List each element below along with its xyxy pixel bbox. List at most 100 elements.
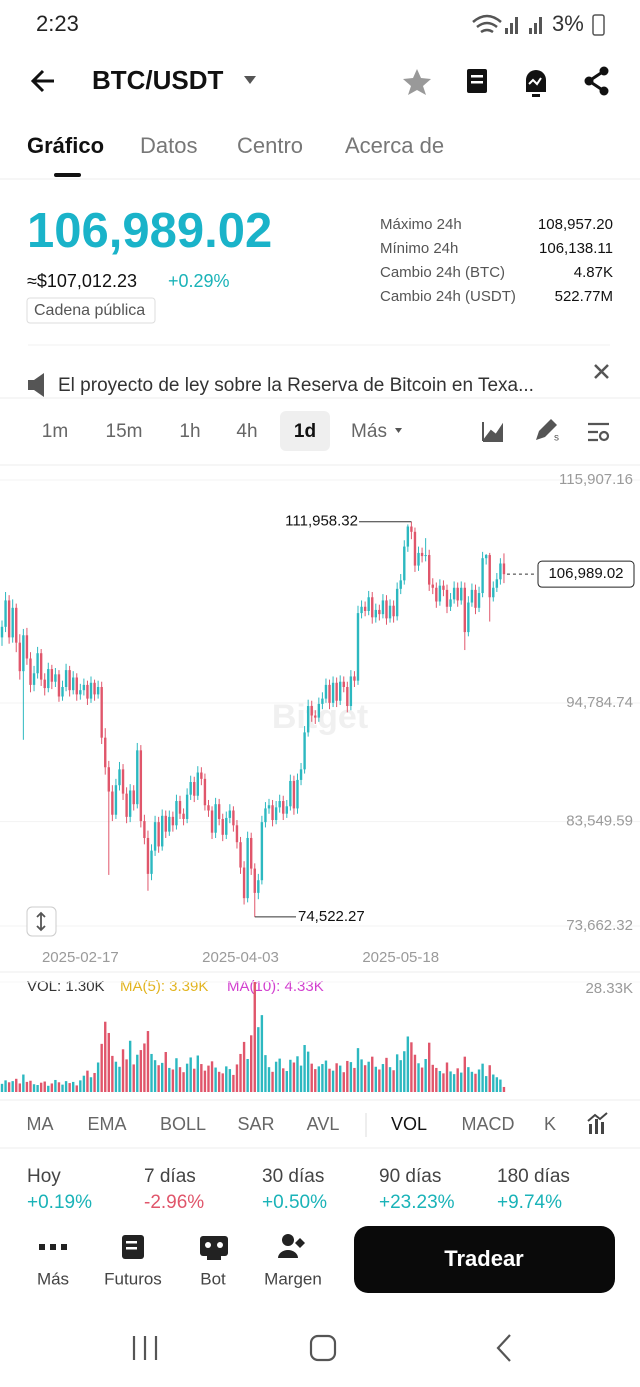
candle-body <box>289 780 292 807</box>
news-text[interactable]: El proyecto de ley sobre la Reserva de B… <box>58 375 534 396</box>
tab[interactable]: Gráfico <box>27 133 104 158</box>
candle-body <box>175 801 178 826</box>
volume-bar <box>36 1085 39 1092</box>
status-icons <box>472 14 605 36</box>
settings-icon[interactable] <box>588 422 610 442</box>
bot-icon[interactable] <box>200 1236 228 1260</box>
scale-toggle[interactable] <box>26 906 57 937</box>
volume-bar <box>282 1068 285 1092</box>
timeframe[interactable]: 15m <box>106 421 143 442</box>
candle-body <box>253 868 256 893</box>
back-button[interactable] <box>30 69 54 93</box>
badge-text: Cadena pública <box>34 302 145 319</box>
back-nav-button[interactable] <box>496 1334 511 1362</box>
y-tick-label: 73,662.32 <box>566 917 633 934</box>
timeframe[interactable]: 1m <box>42 421 68 442</box>
candle-body <box>214 804 217 833</box>
indicator[interactable]: BOLL <box>160 1114 206 1134</box>
margin-icon[interactable] <box>278 1234 305 1258</box>
indicator[interactable]: AVL <box>307 1114 340 1134</box>
indicator[interactable]: K <box>544 1114 556 1134</box>
last-price-label: 106,989.02 <box>548 565 623 582</box>
candle-body <box>100 687 103 738</box>
candle-body <box>235 825 239 843</box>
trade-button[interactable] <box>354 1226 615 1293</box>
usd-price: ≈$107,012.23 <box>27 271 137 291</box>
candle-body <box>310 706 313 716</box>
volume-bar <box>299 1065 303 1092</box>
volume-bar <box>342 1072 345 1092</box>
period-change: +0.19% <box>27 1192 92 1213</box>
candle-body <box>128 790 132 817</box>
timeframe[interactable]: Más <box>351 421 387 442</box>
chart-type-icon[interactable] <box>482 422 503 442</box>
candle-body <box>61 687 64 697</box>
volume-bar <box>89 1077 93 1092</box>
timeframe[interactable]: 1d <box>294 421 316 442</box>
more-caret[interactable] <box>395 428 402 433</box>
indicator[interactable]: MACD <box>462 1114 515 1134</box>
home-button[interactable] <box>309 1334 337 1362</box>
candle-body <box>203 778 207 806</box>
pair-dropdown[interactable] <box>244 76 256 84</box>
tab[interactable]: Datos <box>140 133 197 158</box>
volume-bar <box>114 1061 118 1092</box>
tab[interactable]: Centro <box>237 133 303 158</box>
indicator[interactable]: EMA <box>87 1114 126 1134</box>
volume-bar <box>410 1042 413 1092</box>
volume-bar <box>353 1067 356 1092</box>
volume-bar <box>100 1043 103 1092</box>
volume-bar <box>428 1042 431 1092</box>
candle-body <box>410 526 413 532</box>
volume-bar <box>25 1081 29 1092</box>
price-change: +0.29% <box>168 271 230 291</box>
candle-body <box>43 679 46 689</box>
period-change: +0.50% <box>262 1192 327 1213</box>
indicator[interactable]: SAR <box>237 1114 274 1134</box>
nav-label[interactable]: Futuros <box>104 1269 162 1288</box>
volume-bar <box>310 1063 313 1092</box>
candle-body <box>484 555 488 559</box>
notes-icon[interactable] <box>467 69 487 93</box>
volume-bar <box>321 1064 324 1092</box>
close-news[interactable] <box>594 364 609 379</box>
indicator[interactable]: MA <box>27 1114 54 1134</box>
volume-bar <box>467 1067 470 1092</box>
volume-bar <box>185 1063 189 1092</box>
nav-label[interactable]: Margen <box>264 1269 322 1288</box>
candle-body <box>57 674 61 697</box>
trade-button-label[interactable]: Tradear <box>444 1246 524 1271</box>
candle-body <box>86 684 89 699</box>
favorite-icon[interactable] <box>403 69 431 95</box>
volume-bar <box>499 1079 502 1092</box>
timeframe[interactable]: 4h <box>236 421 257 442</box>
nav-label[interactable]: Bot <box>200 1269 226 1288</box>
recents-button[interactable] <box>132 1336 158 1360</box>
volume-bar <box>417 1063 420 1092</box>
share-icon[interactable] <box>584 66 609 96</box>
more-icon[interactable] <box>39 1244 67 1250</box>
volume-bar <box>303 1045 306 1092</box>
volume-bar <box>125 1059 128 1092</box>
nav-label[interactable]: Más <box>37 1269 69 1288</box>
volume-bar <box>132 1064 135 1092</box>
alert-icon[interactable] <box>526 70 546 97</box>
volume-legend: MA(5): 3.39K <box>120 978 208 995</box>
futures-icon[interactable] <box>122 1235 144 1259</box>
indicator-settings-icon[interactable] <box>587 1112 608 1134</box>
volume-bar <box>292 1062 296 1092</box>
indicator[interactable]: VOL <box>391 1114 427 1134</box>
volume-legend: MA(10): 4.33K <box>227 978 324 995</box>
tab[interactable]: Acerca de <box>345 133 444 158</box>
timeframe[interactable]: 1h <box>179 421 200 442</box>
stats: Máximo 24h 108,957.20 Mínimo 24h 106,138.11… <box>380 216 613 305</box>
pair-title[interactable]: BTC/USDT <box>92 65 224 95</box>
volume-bar <box>54 1079 57 1092</box>
tab-bar: Gráfico Datos Centro Acerca de <box>27 133 444 158</box>
stat-label: Cambio 24h (BTC) <box>380 264 505 281</box>
volume-bar <box>460 1072 463 1092</box>
volume-chart: VOL: 1.30K MA(5): 3.39K MA(10): 4.33K 28.33… <box>0 978 640 1092</box>
candle-body <box>72 677 75 691</box>
drawing-icon[interactable]: s <box>536 419 559 444</box>
candle-body <box>54 674 57 682</box>
